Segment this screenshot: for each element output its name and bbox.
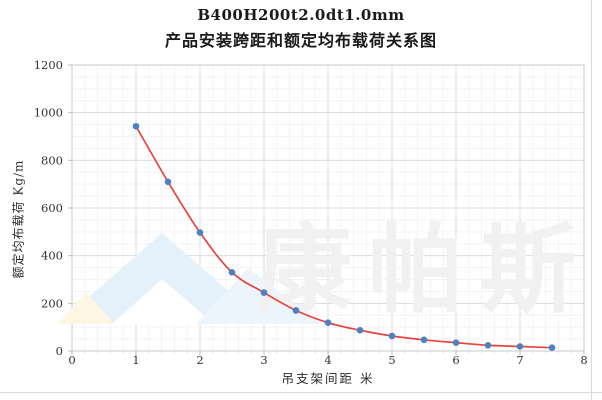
x-tick-label: 0	[68, 353, 75, 367]
data-point	[260, 289, 268, 296]
y-tick-label: 200	[41, 296, 63, 310]
x-tick-label: 8	[580, 353, 587, 367]
chart-title: B400H200t2.0dt1.0mm	[197, 6, 405, 24]
data-point	[292, 307, 300, 314]
x-axis-title: 吊支架间距 米	[281, 371, 375, 386]
axis-layer: 0 1 2 3 4 5 6 7 8 0 200 400 600 800 1000 1200	[34, 58, 588, 367]
data-point	[548, 344, 556, 351]
y-tick-label: 400	[41, 249, 63, 263]
x-tick-label: 4	[324, 353, 331, 367]
chart-subtitle: 产品安装跨距和额定均布载荷关系图	[164, 31, 437, 50]
data-point	[516, 343, 524, 350]
y-tick-label: 600	[41, 201, 63, 215]
data-point	[164, 178, 172, 186]
data-point	[324, 319, 332, 326]
x-tick-label: 5	[388, 353, 395, 367]
y-axis-title: 额定均布载荷 Kg/m	[11, 159, 26, 279]
series-layer	[132, 122, 556, 351]
y-tick-label: 1000	[34, 106, 63, 120]
x-tick-label: 1	[132, 353, 139, 367]
x-tick-label: 2	[196, 353, 203, 367]
data-point	[356, 326, 364, 334]
y-tick-label: 800	[41, 153, 63, 167]
x-tick-label: 7	[516, 353, 523, 367]
y-tick-label: 1200	[34, 58, 63, 72]
sheet-gridline-vertical	[591, 0, 592, 400]
data-point	[132, 122, 140, 130]
watermark-logo-icon	[58, 233, 322, 324]
watermark-text: 康帕斯	[256, 214, 592, 326]
x-tick-label: 3	[260, 353, 267, 367]
data-point	[388, 332, 396, 340]
data-point	[484, 341, 492, 349]
data-point	[196, 229, 204, 236]
y-tick-label: 0	[56, 344, 63, 358]
data-point	[452, 339, 460, 346]
data-point	[420, 336, 428, 344]
data-point	[228, 269, 236, 276]
x-tick-label: 6	[452, 353, 459, 367]
sheet-gridline-horizontal	[0, 392, 602, 393]
